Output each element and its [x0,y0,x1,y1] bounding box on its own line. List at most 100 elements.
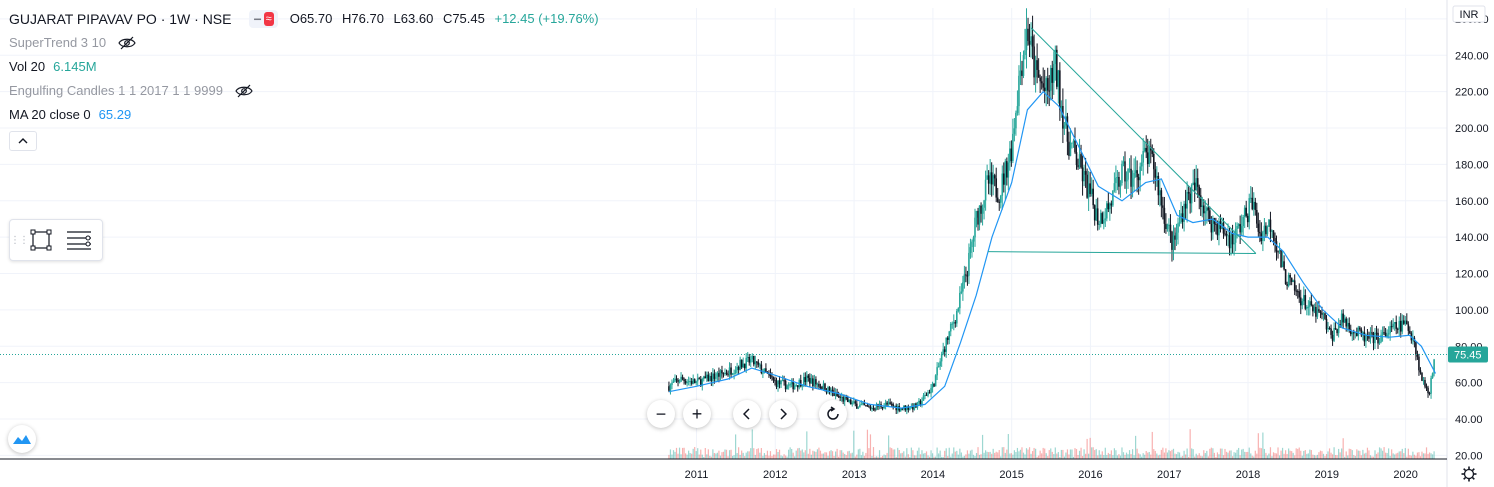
indicator-volume[interactable]: Vol 20 6.145M [9,55,605,79]
volume-bar [774,454,776,459]
trendline-1[interactable] [1031,27,1257,254]
candle-body [1306,306,1308,309]
candle-body [813,379,816,387]
candle-body [840,397,843,399]
trendlines[interactable] [988,27,1257,255]
candle-body [1406,320,1408,325]
volume-bar [704,447,706,459]
symbol-title[interactable]: GUJARAT PIPAVAV PO · 1W · NSE [9,11,232,27]
minus-badge-icon[interactable]: − [253,11,262,27]
collapse-legend-button[interactable] [9,131,37,151]
ma-label[interactable]: MA 20 close 0 [9,107,91,122]
eye-off-icon[interactable] [235,84,253,98]
zoom-out-button[interactable]: − [647,400,675,428]
lines-tool-button[interactable] [60,222,98,258]
volume-bar [1278,455,1281,459]
scroll-right-button[interactable] [769,400,797,428]
candle-body [881,407,884,409]
candle-body [783,380,785,382]
volume-bar [812,450,814,459]
chevron-up-icon [18,138,28,144]
x-tick-label: 2011 [685,469,709,481]
volume-bar [1012,454,1014,459]
volume-bar [930,450,932,459]
volume-bar [1219,448,1222,459]
volume-bar [880,456,882,459]
currency-badge[interactable] [1452,5,1486,23]
minus-icon: − [655,403,667,424]
volume-bar [830,450,832,459]
candle-body [1237,224,1240,227]
candle-body [807,375,810,378]
volume-bar [1004,452,1006,459]
drawing-toolbar[interactable]: ⋮⋮ [9,219,103,261]
candle-body [1201,205,1204,207]
candle-body [995,178,998,198]
rectangle-tool-button[interactable] [22,222,60,258]
gear-icon[interactable] [1461,466,1477,482]
volume-bar [1097,455,1099,459]
volume-bar [1181,455,1184,459]
ohlc-values: O65.70 H76.70 L63.60 C75.45 +12.45 (+19.… [290,7,605,31]
wave-badge-icon[interactable]: ≈ [263,12,274,26]
volume-label[interactable]: Vol 20 [9,59,46,74]
scroll-left-button[interactable] [733,400,761,428]
trendline-2[interactable] [988,251,1256,255]
volume-bar [1345,451,1347,459]
volume-bar [1028,447,1031,459]
indicator-supertrend[interactable]: SuperTrend 3 10 [9,31,605,55]
volume-bar [1195,453,1197,459]
symbol-badges[interactable]: − ≈ [249,10,278,28]
candle-body [792,381,794,390]
candle-body [671,382,673,386]
volume-bar [1288,448,1290,459]
volume-bar [992,448,994,459]
candle-body [786,385,788,390]
candle-body [1006,161,1008,178]
volume-bar [1039,450,1041,459]
indicator-engulfing[interactable]: Engulfing Candles 1 1 2017 1 1 9999 [9,79,605,103]
reset-chart-button[interactable] [819,400,847,428]
currency-label[interactable]: INR [1460,9,1479,21]
candle-body [986,175,988,180]
candle-body [1177,223,1179,233]
volume-bar [1100,454,1102,459]
volume-bar [1366,447,1369,459]
candle-body [1172,235,1175,250]
volume-bar [1169,451,1172,459]
candle-body [893,405,896,407]
y-tick-label: 60.00 [1455,378,1483,390]
indicator-ma[interactable]: MA 20 close 0 65.29 [9,103,605,127]
volume-bar [997,452,999,459]
candle-body [778,380,781,385]
volume-bar [871,455,873,459]
volume-bar [1177,451,1179,459]
volume-bar [1165,448,1167,459]
volume-bar [686,454,688,459]
volume-bar [1000,456,1002,459]
candle-body [809,377,811,384]
volume-bar [862,451,864,459]
tradingview-logo[interactable] [8,425,36,453]
zoom-in-button[interactable]: + [683,400,711,428]
volume-bar [1185,454,1187,459]
candle-body [875,404,878,410]
engulfing-label[interactable]: Engulfing Candles 1 1 2017 1 1 9999 [9,83,223,98]
volume-bar [1306,453,1308,459]
candle-body [1263,225,1266,232]
candle-body [1019,70,1022,76]
volume-bar [1338,448,1340,459]
volume-bar [1380,448,1382,459]
volume-bar [697,448,699,459]
candle-body [1136,170,1138,178]
eye-off-icon[interactable] [118,36,136,50]
candle-body [1146,152,1149,165]
candle-body [874,409,876,411]
supertrend-label[interactable]: SuperTrend 3 10 [9,35,107,50]
volume-bar [1368,450,1370,459]
drag-handle-icon[interactable]: ⋮⋮ [10,234,29,246]
candle-body [1106,203,1108,219]
symbol-header[interactable]: GUJARAT PIPAVAV PO · 1W · NSE − ≈ O65.70… [9,7,605,31]
candle-body [775,381,778,387]
